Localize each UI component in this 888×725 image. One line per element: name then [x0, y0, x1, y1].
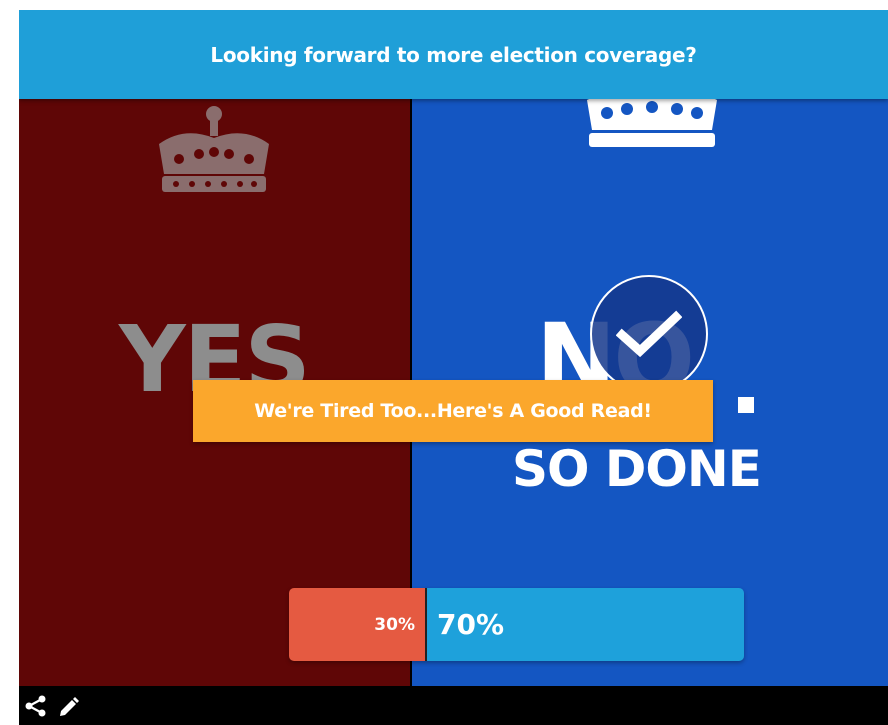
poll-question: Looking forward to more election coverag… — [19, 10, 888, 99]
yes-result-segment: 30% — [289, 588, 425, 661]
pencil-icon[interactable] — [57, 694, 81, 718]
result-separator — [425, 588, 427, 661]
no-result-segment: 70% — [427, 588, 744, 661]
crown-icon — [159, 106, 269, 192]
poll-widget: Looking forward to more election coverag… — [19, 10, 888, 725]
period-mark — [738, 397, 754, 413]
share-icon[interactable] — [25, 695, 47, 717]
selected-indicator — [590, 275, 708, 393]
footer-toolbar — [19, 686, 888, 725]
checkmark-icon — [616, 310, 682, 358]
no-secondary-label: SO DONE — [512, 440, 762, 498]
good-read-button[interactable]: We're Tired Too...Here's A Good Read! — [193, 380, 713, 442]
crown-icon — [587, 99, 717, 147]
results-bar: 30% 70% — [289, 588, 744, 661]
